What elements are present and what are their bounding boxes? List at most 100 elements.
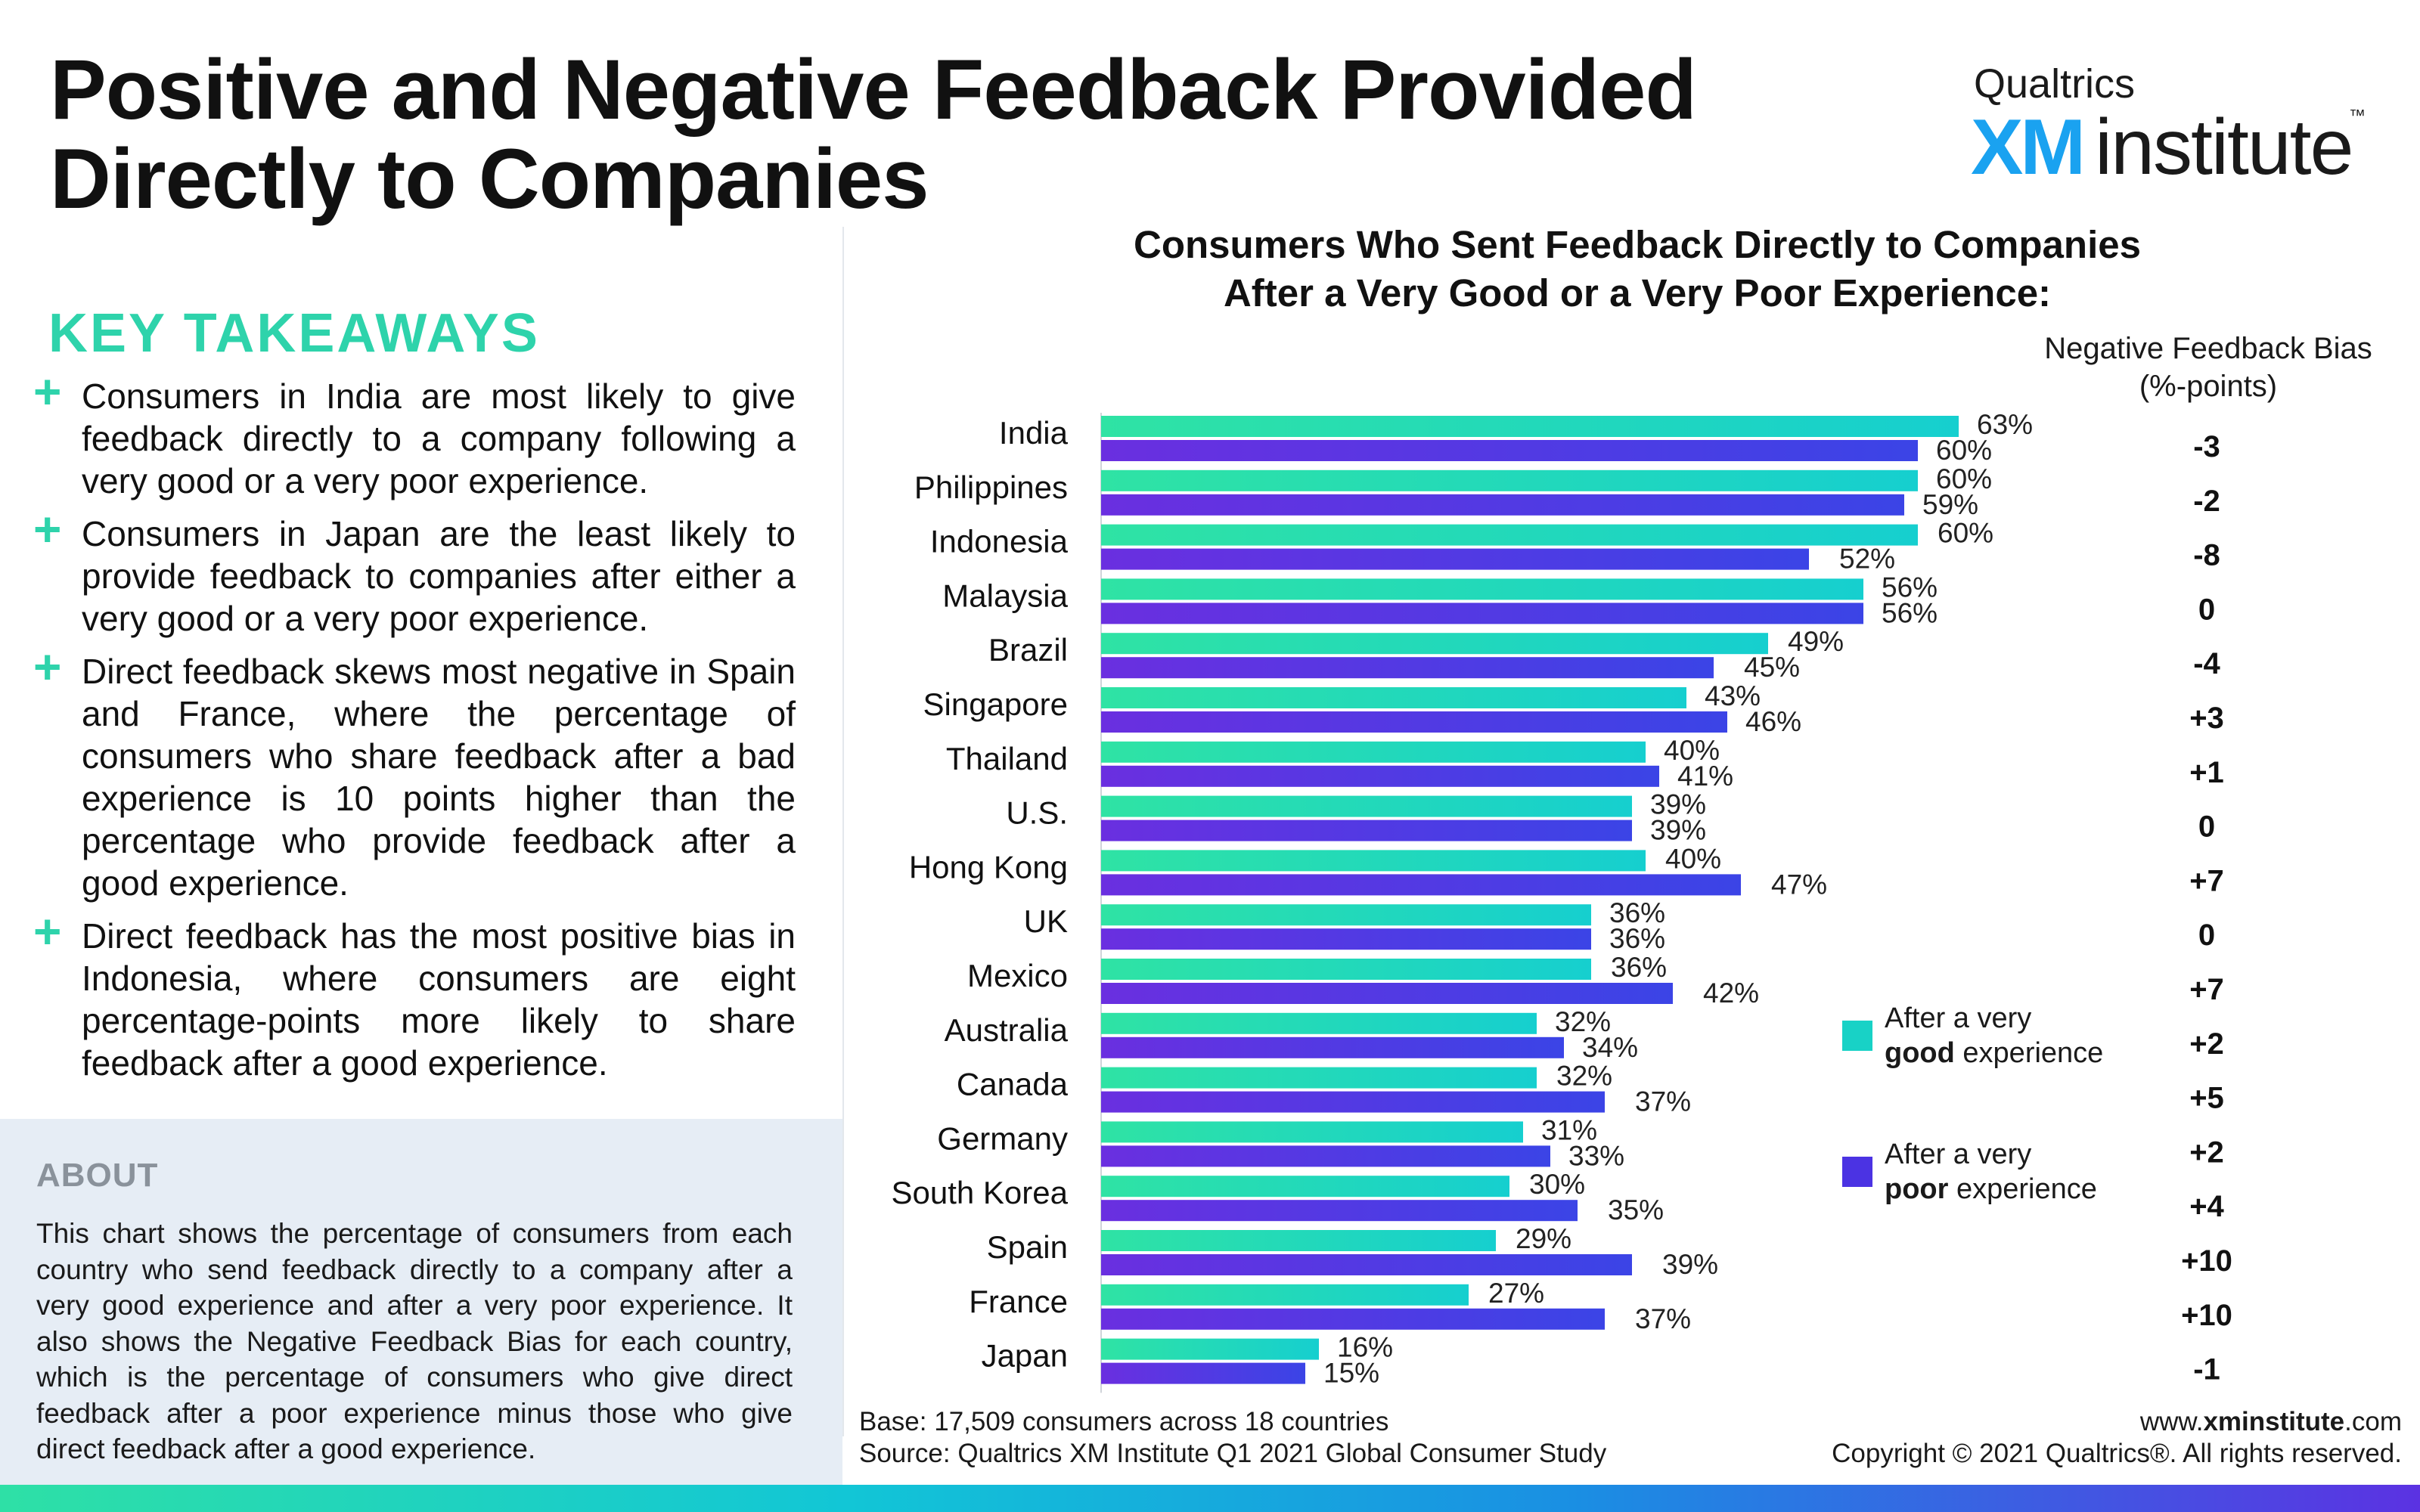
chart-title-line2: After a Very Good or a Very Poor Experie… [1223,271,2052,314]
page-title: Positive and Negative Feedback Provided … [50,45,1789,224]
data-label-good: 40% [1665,843,1721,874]
bar-poor [1101,820,1632,841]
footer-url[interactable]: www.xminstitute.com [1832,1406,2402,1438]
bar-good [1101,1230,1496,1251]
footer-base: Base: 17,509 consumers across 18 countri… [859,1407,1389,1436]
key-takeaways-list: + Consumers in India are most likely to … [32,367,796,1095]
footer-source-line: Source: Qualtrics XM Institute Q1 2021 G… [859,1439,1607,1468]
data-label-poor: 39% [1650,815,1706,846]
legend-poor-line2: poor experience [1885,1172,2097,1207]
bar-poor [1101,983,1673,1004]
data-label-poor: 56% [1882,597,1938,628]
bar-poor [1101,1254,1632,1275]
footer-source: Base: 17,509 consumers across 18 countri… [859,1406,1606,1470]
legend-swatch-poor [1842,1157,1872,1187]
data-label-good: 60% [1938,518,1993,549]
bias-value: -1 [2193,1353,2220,1387]
bottom-gradient-bar [0,1485,2420,1512]
data-label-good: 36% [1611,952,1667,983]
bias-value: 0 [2198,593,2215,626]
about-heading: ABOUT [36,1157,159,1194]
category-label: Philippines [914,469,1068,505]
bias-value: -2 [2193,485,2220,518]
footer-right: www.xminstitute.com Copyright © 2021 Qua… [1832,1406,2402,1470]
takeaway-item: + Direct feedback skews most negative in… [32,643,796,904]
category-label: UK [1024,903,1068,939]
legend-good-line2: good experience [1885,1036,2103,1070]
data-label-poor: 15% [1323,1358,1379,1389]
about-panel: ABOUT This chart shows the percentage of… [0,1119,842,1485]
about-text: This chart shows the percentage of consu… [36,1218,793,1464]
data-label-good: 56% [1882,572,1938,603]
key-takeaways-heading: KEY TAKEAWAYS [48,303,540,364]
bias-value: +10 [2181,1299,2232,1332]
category-label: Spain [987,1229,1068,1265]
bias-value: +7 [2189,973,2224,1006]
legend-poor-bold: poor [1885,1173,1949,1205]
data-label-good: 49% [1788,626,1844,657]
data-label-good: 31% [1541,1114,1597,1145]
logo-institute: institute [2095,104,2353,191]
category-label: U.S. [1006,795,1068,831]
takeaway-item: + Direct feedback has the most positive … [32,907,796,1084]
qualtrics-xm-institute-logo: Qualtrics XM institute ™ [1971,60,2366,191]
bar-good [1101,1176,1509,1198]
chart-title: Consumers Who Sent Feedback Directly to … [908,221,2367,318]
plus-icon: + [33,364,62,419]
data-label-poor: 41% [1677,761,1733,792]
bar-poor [1101,1362,1305,1384]
legend-good: After a very good experience [1842,1001,2190,1084]
bar-poor [1101,1036,1564,1058]
data-label-poor: 59% [1922,489,1978,520]
bar-poor [1101,657,1714,679]
plus-icon: + [33,640,62,694]
takeaway-text: Consumers in India are most likely to gi… [82,376,796,500]
data-label-poor: 47% [1771,869,1827,900]
bar-poor [1101,440,1918,461]
footer-copyright: Copyright © 2021 Qualtrics®. All rights … [1832,1439,2402,1468]
bias-value: +2 [2189,1136,2224,1169]
chart-title-line1: Consumers Who Sent Feedback Directly to … [1134,223,2141,266]
data-label-good: 16% [1337,1332,1393,1363]
data-label-good: 39% [1650,789,1706,820]
bar-poor [1101,548,1809,570]
bias-header-line1: Negative Feedback Bias [2044,332,2372,365]
url-bold: xminstitute [2203,1407,2345,1436]
category-label: Brazil [988,632,1068,668]
bar-good [1101,959,1591,980]
bar-poor [1101,711,1727,733]
bias-value: +2 [2189,1027,2224,1061]
data-label-good: 40% [1664,735,1720,766]
category-label: Malaysia [942,578,1068,613]
bar-good [1101,1338,1319,1360]
data-label-poor: 37% [1635,1303,1691,1334]
bar-good [1101,904,1591,926]
legend-good-line1: After a very [1885,1002,2032,1034]
category-label: Singapore [923,686,1068,722]
bar-poor [1101,1200,1578,1222]
bias-value: -4 [2193,647,2220,680]
category-label: South Korea [891,1175,1068,1210]
takeaway-text: Consumers in Japan are the least likely … [82,514,796,638]
bar-good [1101,850,1646,872]
category-label: India [999,415,1069,451]
bar-good [1101,633,1768,655]
bar-good [1101,578,1863,600]
bar-poor [1101,928,1591,950]
logo-xm: XM [1971,104,2086,191]
panel-divider [842,227,844,1436]
category-label: Indonesia [930,524,1069,559]
data-label-good: 32% [1555,1006,1611,1037]
data-label-poor: 34% [1582,1032,1638,1063]
data-label-poor: 36% [1609,923,1665,954]
plus-icon: + [33,904,62,959]
bias-value: +5 [2189,1082,2224,1115]
bias-header-line2: (%-points) [2139,370,2278,403]
bar-poor [1101,1091,1605,1113]
category-label: France [969,1284,1068,1319]
data-label-poor: 60% [1936,435,1992,466]
data-label-poor: 33% [1568,1140,1624,1171]
data-label-good: 36% [1609,897,1665,928]
category-label: Canada [957,1067,1069,1102]
